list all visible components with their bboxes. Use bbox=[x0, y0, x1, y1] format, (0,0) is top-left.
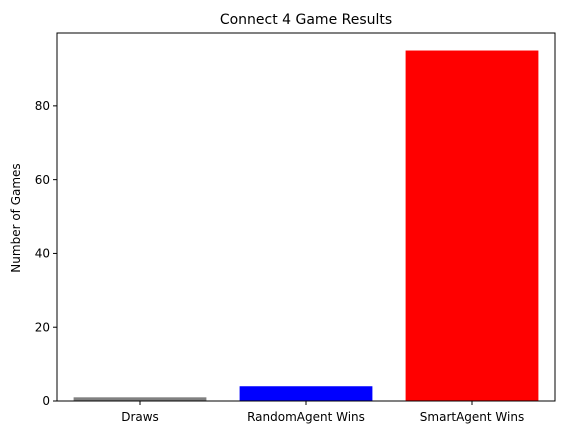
plot-frame bbox=[56, 32, 556, 402]
x-tick-label-randomagent-wins: RandomAgent Wins bbox=[247, 410, 365, 424]
y-tick-label: 0 bbox=[42, 394, 50, 408]
y-axis-label: Number of Games bbox=[9, 163, 23, 272]
bar-draws bbox=[73, 397, 207, 401]
x-tick-label-smartagent-wins: SmartAgent Wins bbox=[420, 410, 524, 424]
y-tick-label: 20 bbox=[35, 320, 50, 334]
y-tick-label: 60 bbox=[35, 173, 50, 187]
bar-randomagent-wins bbox=[239, 386, 373, 401]
y-axis-ticks: 0 20 40 60 80 bbox=[35, 99, 57, 408]
x-tick-label-draws: Draws bbox=[121, 410, 159, 424]
bars-group bbox=[73, 50, 539, 402]
y-tick-label: 80 bbox=[35, 99, 50, 113]
bar-smartagent-wins bbox=[405, 50, 539, 402]
x-axis-ticks: Draws RandomAgent Wins SmartAgent Wins bbox=[121, 401, 524, 424]
y-tick-label: 40 bbox=[35, 247, 50, 261]
chart-title: Connect 4 Game Results bbox=[220, 12, 392, 28]
